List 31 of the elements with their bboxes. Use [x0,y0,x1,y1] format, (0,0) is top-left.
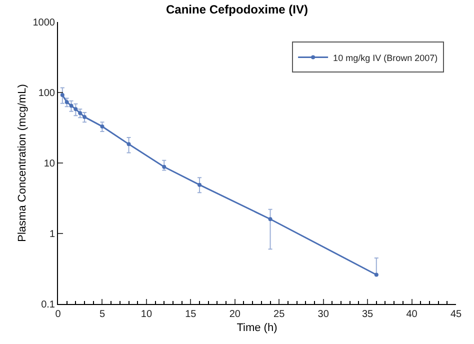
chart-title: Canine Cefpodoxime (IV) [166,2,308,17]
x-tick-label: 5 [99,309,106,320]
point [268,217,272,222]
x-tick-label: 25 [274,309,286,320]
point [69,104,74,108]
point [74,107,78,112]
y-tick-label: 0.1 [41,300,56,310]
x-tick-label: 35 [362,309,374,320]
y-tick-label: 1 [49,229,56,240]
point [60,93,64,98]
legend-label: 10 mg/kg IV (Brown 2007) [333,52,438,63]
point [100,124,104,128]
x-tick-label: 45 [450,309,462,320]
x-tick-label: 10 [140,309,152,320]
point [64,100,69,104]
point [82,114,87,119]
point [198,182,202,187]
point [374,272,378,277]
point [78,111,82,116]
point [162,164,166,169]
x-tick-label: 0 [55,309,62,320]
x-axis-title: Time (h) [236,322,278,334]
y-tick-label: 1000 [32,18,56,28]
point [126,142,131,146]
x-tick-label: 20 [229,309,241,320]
y-tick-label: 100 [38,88,56,99]
y-axis-title: Plasma Concentration (mcg/mL) [16,84,28,242]
y-tick-label: 10 [44,158,56,170]
x-tick-label: 30 [318,309,330,320]
x-tick-label: 15 [185,309,197,320]
x-tick-label: 40 [406,309,418,320]
